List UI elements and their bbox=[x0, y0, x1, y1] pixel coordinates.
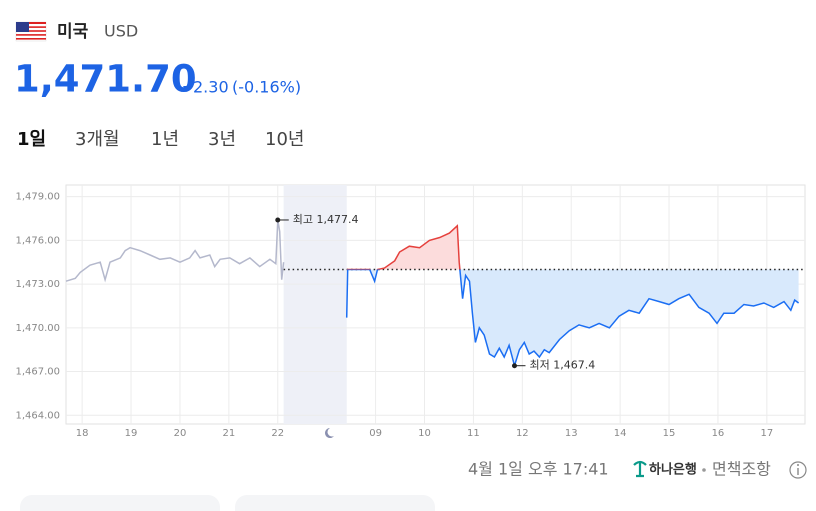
closed-market-band bbox=[283, 185, 347, 424]
y-tick-label: 1,464.00 bbox=[15, 410, 60, 421]
y-tick-label: 1,473.00 bbox=[15, 279, 60, 290]
area-below bbox=[346, 269, 799, 366]
x-tick-label: 17 bbox=[760, 428, 773, 439]
chart: 1,479.00 1,476.00 1,473.00 1,470.00 1,467.00… bbox=[15, 184, 806, 439]
line-above bbox=[346, 224, 461, 270]
night-icon bbox=[325, 428, 334, 438]
x-tick-label: 22 bbox=[271, 428, 284, 439]
tab[interactable]: 1일 bbox=[17, 129, 46, 150]
line-previous bbox=[65, 219, 285, 283]
y-tick-label: 1,467.00 bbox=[15, 367, 60, 378]
change-rate: (-0.16%) bbox=[232, 78, 301, 97]
tab[interactable]: 10년 bbox=[265, 129, 304, 150]
x-tick-label: 11 bbox=[467, 428, 480, 439]
country: 미국 bbox=[57, 22, 89, 42]
currency: USD bbox=[104, 22, 138, 41]
info-icon[interactable] bbox=[789, 461, 807, 479]
timestamp: 4월 1일 오후 17:41 bbox=[468, 460, 609, 479]
x-tick-label: 18 bbox=[76, 428, 89, 439]
line-below bbox=[345, 269, 800, 369]
y-tick-label: 1,479.00 bbox=[15, 192, 60, 203]
us-flag bbox=[15, 21, 47, 42]
card[interactable] bbox=[20, 495, 220, 511]
x-tick-label: 16 bbox=[712, 428, 725, 439]
area-above bbox=[346, 225, 799, 270]
price: 1,471.70 bbox=[14, 58, 197, 101]
tabs: 1일 3개월 1년 3년 10년 bbox=[17, 129, 304, 150]
tab[interactable]: 3개월 bbox=[75, 129, 120, 150]
x-tick-label: 10 bbox=[418, 428, 431, 439]
annotation-dot bbox=[511, 363, 517, 369]
x-tick-label: 19 bbox=[125, 428, 138, 439]
change: 2.30 bbox=[193, 78, 229, 97]
bank-logo bbox=[633, 460, 647, 478]
down-arrow bbox=[183, 86, 191, 92]
y-tick-label: 1,476.00 bbox=[15, 235, 60, 246]
x-tick-label: 15 bbox=[663, 428, 676, 439]
card[interactable] bbox=[235, 495, 435, 511]
separator bbox=[702, 468, 706, 472]
x-tick-label: 09 bbox=[369, 428, 382, 439]
annotation-label: 최고 1,477.4 bbox=[293, 213, 359, 226]
y-tick-label: 1,470.00 bbox=[15, 323, 60, 334]
x-tick-label: 14 bbox=[614, 428, 627, 439]
disclaimer[interactable]: 면책조항 bbox=[712, 460, 771, 479]
plot-frame bbox=[65, 184, 806, 425]
x-tick-label: 13 bbox=[565, 428, 578, 439]
x-tick-label: 20 bbox=[174, 428, 187, 439]
annotation-label: 최저 1,467.4 bbox=[529, 359, 595, 372]
x-tick-label: 12 bbox=[516, 428, 529, 439]
annotation-dot bbox=[275, 217, 281, 223]
tab[interactable]: 3년 bbox=[208, 129, 236, 150]
tab[interactable]: 1년 bbox=[151, 129, 179, 150]
bank-name: 하나은행 bbox=[649, 462, 697, 478]
x-tick-label: 21 bbox=[222, 428, 235, 439]
